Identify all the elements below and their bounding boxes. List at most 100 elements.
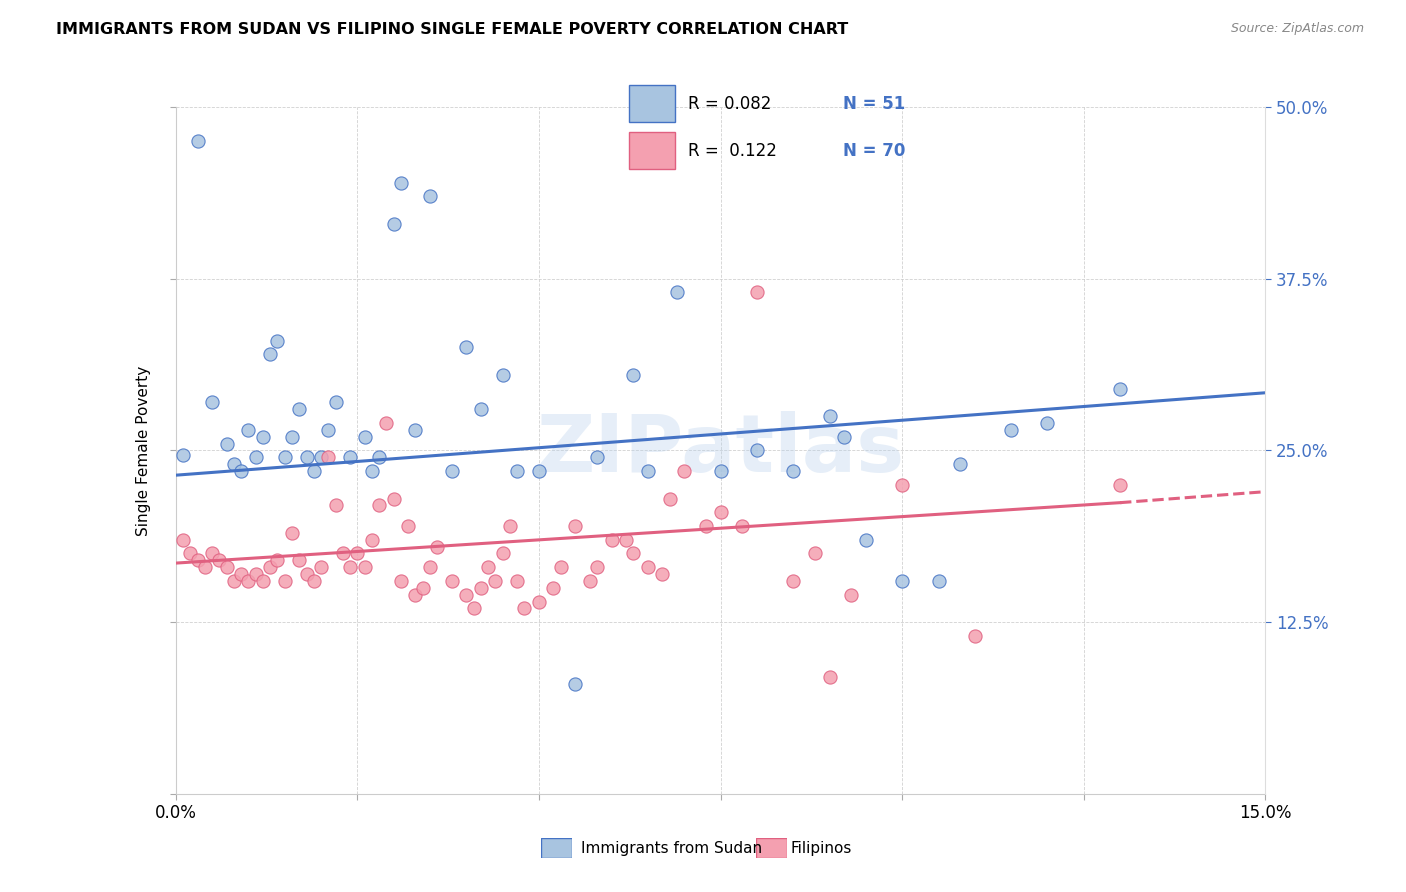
Point xyxy=(492,546,515,561)
Point xyxy=(621,546,644,561)
Point xyxy=(426,540,449,554)
Point xyxy=(637,560,659,574)
Point xyxy=(288,553,311,567)
Point xyxy=(172,533,194,547)
Point xyxy=(564,677,586,691)
Point xyxy=(745,285,768,300)
FancyBboxPatch shape xyxy=(541,838,572,858)
Point xyxy=(259,560,281,574)
Point xyxy=(360,533,382,547)
Text: Immigrants from Sudan: Immigrants from Sudan xyxy=(581,841,762,855)
Point xyxy=(295,450,318,465)
Point xyxy=(600,533,623,547)
Point xyxy=(318,423,340,437)
Point xyxy=(318,450,340,465)
Point xyxy=(231,567,253,582)
Point xyxy=(252,574,274,588)
Point xyxy=(309,560,332,574)
Point xyxy=(179,546,201,561)
Point xyxy=(405,423,427,437)
Point xyxy=(440,464,463,478)
Point xyxy=(492,368,515,382)
Point xyxy=(1109,382,1132,396)
Point xyxy=(201,546,224,561)
Point xyxy=(709,505,731,519)
Point xyxy=(1000,423,1022,437)
Point xyxy=(281,430,304,444)
FancyBboxPatch shape xyxy=(756,838,787,858)
FancyBboxPatch shape xyxy=(628,132,675,169)
Text: N = 70: N = 70 xyxy=(844,142,905,160)
Point xyxy=(832,430,855,444)
Text: Source: ZipAtlas.com: Source: ZipAtlas.com xyxy=(1230,22,1364,36)
Point xyxy=(456,340,478,354)
Point xyxy=(259,347,281,361)
Point xyxy=(389,574,412,588)
Point xyxy=(841,588,863,602)
Point xyxy=(651,567,673,582)
Point xyxy=(245,450,267,465)
Point xyxy=(709,464,731,478)
Point xyxy=(949,457,972,471)
Point xyxy=(405,588,427,602)
Point xyxy=(527,464,550,478)
Point xyxy=(456,588,478,602)
Point xyxy=(288,402,311,417)
Point xyxy=(360,464,382,478)
Point xyxy=(396,519,419,533)
Point xyxy=(325,395,347,409)
Point xyxy=(368,450,391,465)
Text: R = 0.082: R = 0.082 xyxy=(688,95,772,112)
Point xyxy=(484,574,506,588)
Point xyxy=(368,499,391,513)
Point xyxy=(353,560,375,574)
Point xyxy=(346,546,368,561)
Point xyxy=(419,189,441,203)
Point xyxy=(543,581,565,595)
Point xyxy=(273,574,295,588)
Point xyxy=(666,285,689,300)
Point xyxy=(186,553,209,567)
Point xyxy=(550,560,572,574)
Point xyxy=(463,601,485,615)
Point xyxy=(215,560,238,574)
Point xyxy=(621,368,644,382)
Point xyxy=(382,217,405,231)
Point xyxy=(818,409,841,423)
Point xyxy=(302,574,325,588)
Point xyxy=(731,519,754,533)
Point xyxy=(201,395,224,409)
Text: N = 51: N = 51 xyxy=(844,95,905,112)
Point xyxy=(891,478,914,492)
Point xyxy=(309,450,332,465)
Point xyxy=(222,574,245,588)
Point xyxy=(564,519,586,533)
Point xyxy=(579,574,602,588)
Point xyxy=(339,450,361,465)
Point xyxy=(1109,478,1132,492)
Point xyxy=(266,553,288,567)
Point xyxy=(194,560,217,574)
Text: ZIPatlas: ZIPatlas xyxy=(537,411,904,490)
Point xyxy=(266,334,288,348)
Point xyxy=(506,574,529,588)
Point xyxy=(302,464,325,478)
Point xyxy=(637,464,659,478)
Point xyxy=(586,560,609,574)
Point xyxy=(281,525,304,540)
Point xyxy=(586,450,609,465)
Point xyxy=(963,629,986,643)
Text: Filipinos: Filipinos xyxy=(790,841,852,855)
Point xyxy=(353,430,375,444)
Point xyxy=(506,464,529,478)
Text: R =  0.122: R = 0.122 xyxy=(688,142,778,160)
Point xyxy=(527,594,550,608)
FancyBboxPatch shape xyxy=(628,85,675,122)
Point xyxy=(855,533,877,547)
Point xyxy=(186,134,209,148)
Point xyxy=(412,581,434,595)
Point xyxy=(273,450,295,465)
Point xyxy=(673,464,696,478)
Point xyxy=(614,533,637,547)
Point xyxy=(215,436,238,450)
